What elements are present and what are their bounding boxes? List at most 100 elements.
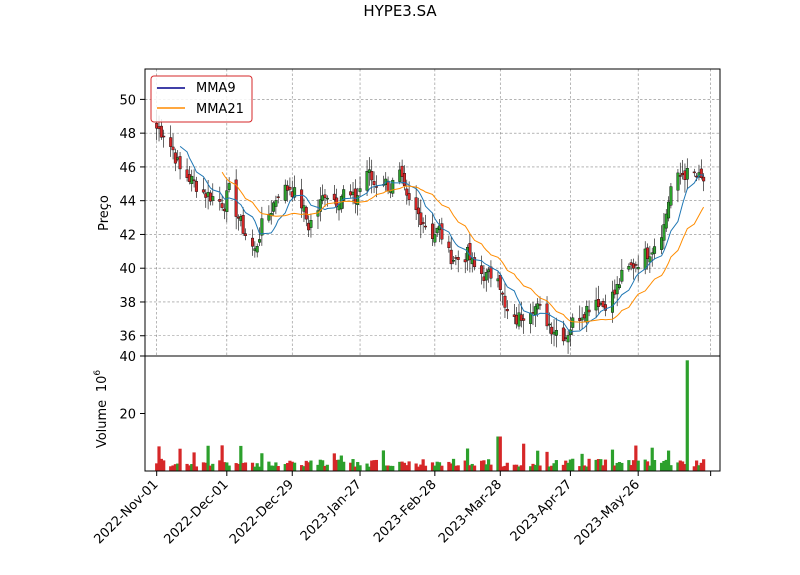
volume-bar [587, 458, 591, 471]
volume-panel-frame [144, 355, 721, 472]
mma21-line [221, 171, 705, 323]
x-tick-label: 2023-Feb-28 [371, 477, 440, 546]
volume-bar [192, 452, 196, 471]
candle-body [402, 173, 406, 186]
volume-bar [578, 466, 582, 471]
x-tick-label: 2023-Mar-28 [436, 477, 505, 546]
volume-bar [358, 465, 362, 471]
candle-body [449, 249, 453, 265]
candle-body [391, 179, 395, 194]
candle-body [244, 233, 248, 236]
x-tick-label: 2023-Apr-27 [508, 477, 575, 544]
volume-bar [335, 459, 339, 471]
volume-bar [325, 464, 329, 471]
volume-bar [321, 460, 325, 471]
candle-body [421, 222, 425, 224]
volume-bar [421, 459, 425, 471]
candle-body [356, 195, 360, 206]
volume-bar [386, 465, 390, 471]
candle-body [251, 237, 255, 247]
candle-body [678, 175, 682, 177]
candle-body [536, 303, 540, 310]
volume-bar [659, 462, 664, 471]
candle-body [304, 207, 308, 220]
volume-bar [695, 460, 699, 471]
candle-body [603, 304, 607, 311]
volume-bar [260, 453, 264, 471]
price-y-tick-label: 42 [119, 228, 136, 243]
volume-bar [594, 459, 598, 471]
volume-bar [571, 458, 575, 471]
volume-bar [211, 463, 215, 471]
volume-bar [440, 465, 444, 471]
volume-bar [162, 460, 166, 471]
volume-bar [645, 461, 650, 471]
volume-bar [255, 463, 259, 471]
candle-body [267, 213, 271, 221]
volume-bar [552, 463, 556, 471]
volume-bar [381, 450, 386, 471]
volume-bar [683, 464, 687, 471]
volume-bar [629, 465, 633, 471]
volume-bar [634, 445, 638, 471]
candle-body [480, 265, 484, 274]
candle-body [342, 189, 346, 201]
volume-bars [155, 360, 706, 471]
candle-body [211, 196, 215, 201]
candle-body [669, 186, 673, 206]
volume-bar [536, 450, 540, 471]
volume-bar [204, 462, 208, 471]
volume-bar [433, 465, 437, 471]
volume-bar [620, 462, 624, 471]
volume-bar [456, 465, 460, 471]
candle-body [370, 171, 374, 181]
candle-body [529, 313, 533, 324]
price-grid [145, 69, 720, 356]
volume-bar [652, 460, 657, 471]
volume-bar [283, 464, 287, 471]
candle-body [435, 228, 439, 234]
volume-bar [517, 466, 521, 471]
x-tick-label: 2022-Dec-29 [227, 477, 297, 547]
volume-bar [423, 465, 428, 471]
candle-body [309, 220, 313, 228]
volume-bar [479, 460, 484, 471]
volume-bar [699, 462, 703, 471]
legend-label-mma9: MMA9 [196, 81, 236, 96]
volume-bar [323, 465, 327, 471]
volume-bar [484, 464, 488, 471]
volume-bar [187, 465, 192, 471]
price-candles [155, 110, 706, 354]
candle-body [452, 260, 456, 262]
volume-bar [519, 465, 523, 471]
candle-body [503, 295, 507, 308]
candle-body [620, 269, 624, 282]
volume-bar [505, 462, 509, 471]
candle-body [300, 189, 304, 209]
price-y-tick-label: 36 [119, 330, 136, 345]
candle-body [554, 330, 558, 336]
volume-bar [550, 465, 554, 471]
candle-body [692, 171, 696, 174]
candle-body [325, 197, 329, 200]
candle-body [169, 137, 173, 147]
volume-bar [538, 465, 542, 471]
volume-bar [353, 466, 357, 471]
volume-bar [463, 460, 467, 471]
candle-body [431, 223, 435, 239]
volume-bar [176, 463, 180, 471]
volume-bar [201, 462, 206, 471]
candle-body [416, 207, 420, 215]
candle-body [227, 183, 231, 190]
candle-body [463, 259, 467, 263]
volume-bar [676, 462, 680, 471]
candle-body [662, 224, 666, 241]
volume-bar [664, 459, 668, 471]
volume-bar [157, 446, 161, 471]
candle-body [433, 234, 437, 243]
volume-bar [435, 461, 439, 471]
volume-bar [678, 460, 682, 471]
